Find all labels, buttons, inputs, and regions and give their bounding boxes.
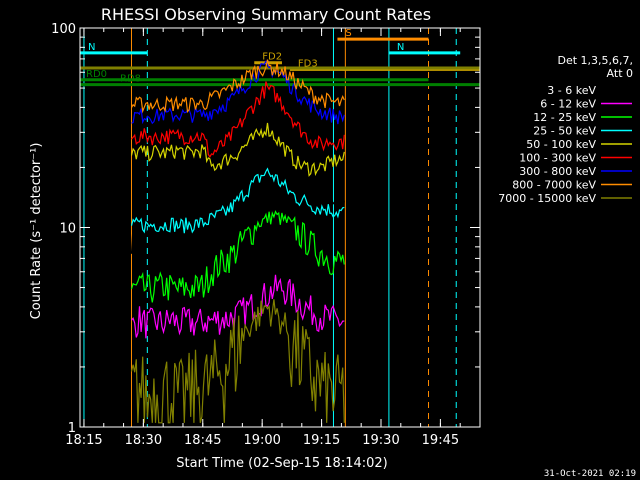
x-tick-label-1: 18:30 — [125, 433, 162, 448]
axes: 18:15 18:30 18:45 19:00 19:15 19:30 19:45 1 10 10… — [51, 22, 481, 448]
series-line-7 — [130, 59, 345, 114]
chart-title: RHESSI Observing Summary Count Rates — [101, 5, 431, 24]
series-line-8 — [130, 299, 345, 424]
status-label-N: N — [397, 42, 404, 53]
x-tick-label-3: 19:00 — [243, 433, 280, 448]
x-tick-label-2: 18:45 — [184, 433, 221, 448]
status-label-RD8: RD8 — [120, 74, 141, 85]
plot-frame — [79, 27, 481, 428]
legend-label-7: 800 - 7000 keV — [512, 179, 596, 192]
series-line-0 — [130, 185, 345, 254]
series-line-5 — [131, 81, 345, 158]
legend-header-1: Att 0 — [607, 67, 633, 80]
x-tick-label-4: 19:15 — [303, 433, 340, 448]
legend-label-5: 100 - 300 keV — [519, 152, 596, 165]
legend-label-0: 3 - 6 keV — [547, 84, 596, 97]
status-label-N: N — [88, 42, 95, 53]
y-tick-label-2: 100 — [51, 22, 76, 37]
legend-label-2: 12 - 25 keV — [533, 111, 596, 124]
x-tick-label-5: 19:30 — [362, 433, 399, 448]
x-tick-label-6: 19:45 — [422, 433, 459, 448]
legend-label-6: 300 - 800 keV — [519, 165, 596, 178]
legend-label-3: 25 - 50 keV — [533, 125, 596, 138]
legend-label-1: 6 - 12 keV — [540, 98, 596, 111]
status-label-RD0: RD0 — [86, 69, 107, 80]
series-line-4 — [130, 122, 345, 177]
status-label-FD2: FD2 — [262, 52, 282, 63]
legend-label-8: 7000 - 15000 keV — [498, 192, 596, 205]
series-line-6 — [131, 60, 345, 125]
series-line-3 — [130, 167, 345, 234]
y-axis-label: Count Rate (s⁻¹ detector⁻¹) — [29, 143, 44, 320]
series-line-1 — [131, 274, 345, 339]
status-label-FD3: FD3 — [298, 58, 318, 69]
x-axis-label: Start Time (02-Sep-15 18:14:02) — [176, 456, 387, 471]
plot-area: N N S FD2 FD3 RD0 RD8 — [80, 28, 480, 427]
series-line-2 — [130, 210, 345, 303]
legend-label-4: 50 - 100 keV — [526, 138, 596, 151]
footer-timestamp: 31-Oct-2021 02:19 — [544, 469, 636, 479]
legend-header-0: Det 1,3,5,6,7, — [557, 54, 633, 67]
status-label-S: S — [345, 28, 351, 39]
x-tick-label-0: 18:15 — [65, 433, 102, 448]
y-tick-label-0: 1 — [68, 421, 76, 436]
y-tick-label-1: 10 — [59, 222, 76, 237]
